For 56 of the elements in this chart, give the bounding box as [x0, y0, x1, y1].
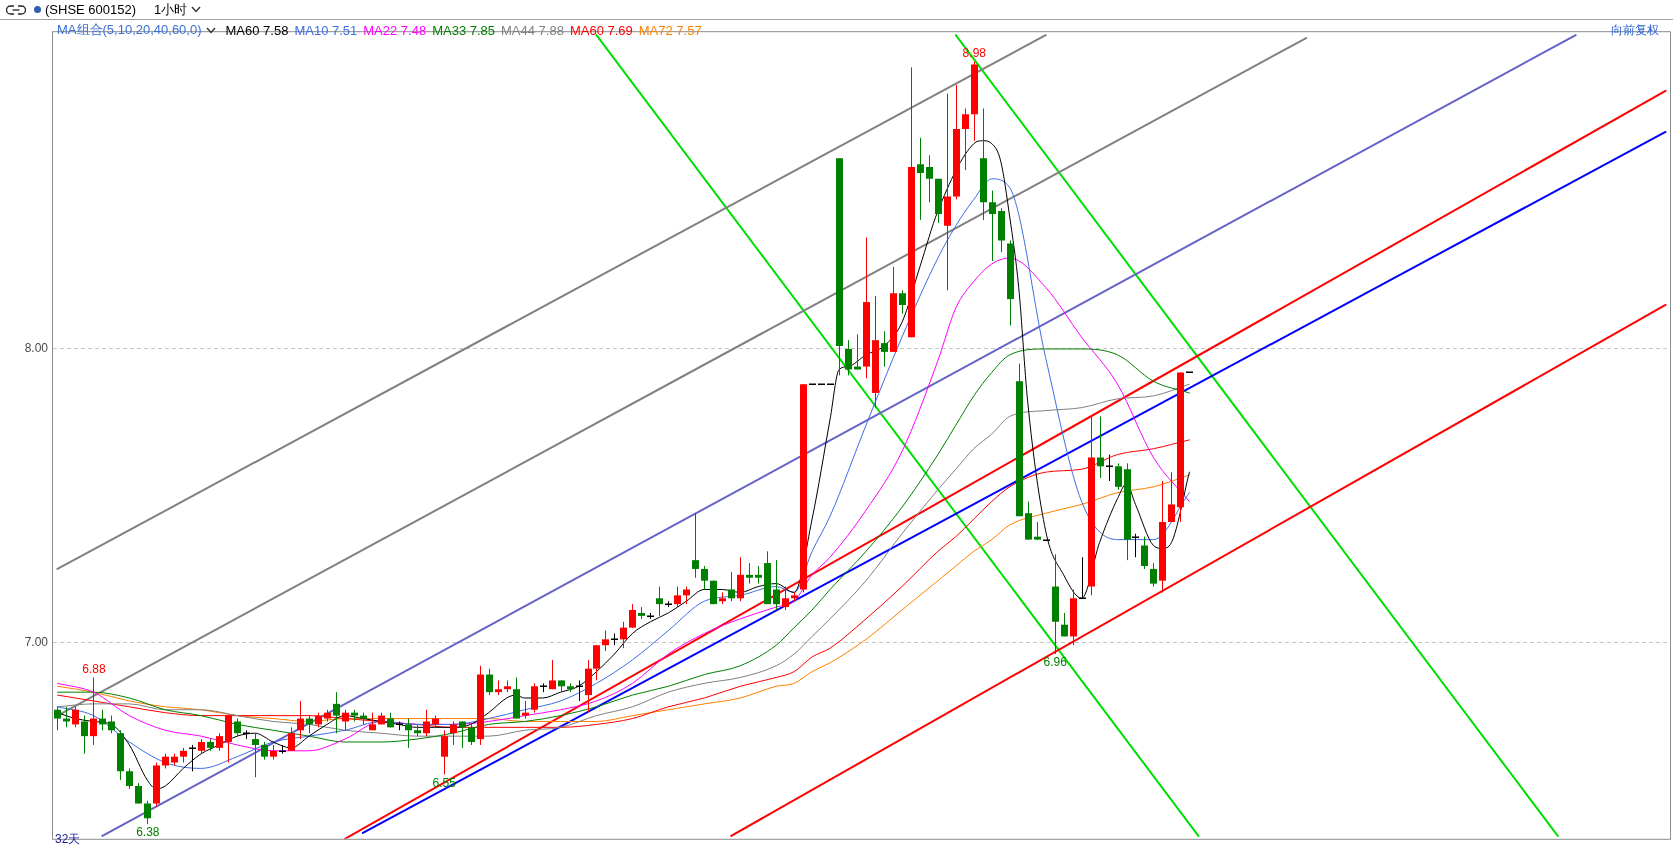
text: MA22 7.48 [363, 22, 427, 38]
candlestick [333, 691, 340, 734]
annotation: 6.38 [136, 825, 160, 840]
candlestick [441, 729, 448, 775]
candlestick [126, 767, 133, 790]
candlestick [602, 630, 609, 652]
candlestick [144, 800, 151, 825]
candlestick [288, 726, 295, 752]
legend-title: MA组合(5,10,20,40,60,0) [57, 21, 202, 39]
candlestick [72, 706, 79, 728]
text: MA72 7.57 [638, 22, 702, 38]
candlestick [593, 644, 600, 681]
candlestick [692, 512, 699, 579]
candlestick [899, 289, 906, 315]
candlestick [252, 732, 259, 778]
candlestick [1115, 462, 1122, 491]
annotation: 32天 [55, 831, 81, 848]
candlestick [989, 190, 996, 262]
candlestick [549, 659, 556, 690]
candlestick [620, 621, 627, 649]
candlestick [1150, 562, 1157, 588]
chart-title: (SHSE 600152) [45, 2, 137, 17]
candlestick [54, 706, 61, 731]
candlestick [135, 782, 142, 805]
candlestick [845, 339, 852, 376]
candlestick [1097, 415, 1104, 479]
annotation: 向前复权 [1611, 22, 1659, 39]
candlestick [701, 565, 708, 590]
candlestick [1168, 471, 1175, 523]
candlestick [737, 556, 744, 602]
text: MA60 7.58 [225, 22, 289, 38]
candlestick [854, 333, 861, 371]
text: MA33 7.85 [432, 22, 496, 38]
candlestick [81, 715, 88, 755]
candlestick [629, 603, 636, 629]
candlestick [881, 330, 888, 368]
candlestick [656, 586, 663, 617]
candlestick [746, 562, 753, 585]
candlestick [450, 720, 457, 746]
y-tick-label: 7.00 [24, 634, 49, 649]
candlestick [917, 137, 924, 221]
annotation: 6.88 [82, 661, 106, 676]
candlestick [728, 571, 735, 602]
candlestick [926, 154, 933, 203]
chart-subtitle: 1小时 [154, 0, 188, 19]
candlestick [773, 559, 780, 611]
candlestick [531, 682, 538, 714]
candlestick [674, 586, 681, 608]
y-tick-label: 8.00 [24, 341, 49, 356]
candlestick [782, 586, 789, 611]
text: MA10 7.51 [294, 22, 358, 38]
candlestick [962, 107, 969, 171]
candlestick [486, 668, 493, 696]
candlestick [1141, 536, 1148, 570]
annotation: 6.96 [1043, 655, 1068, 670]
text: MA60 7.69 [569, 22, 633, 38]
